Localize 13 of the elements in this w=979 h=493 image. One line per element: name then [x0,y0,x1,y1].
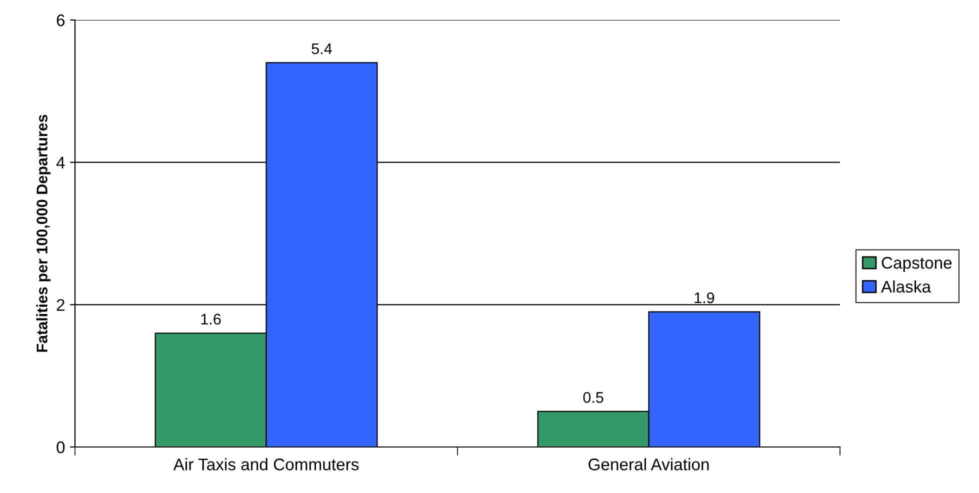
y-tick-label: 2 [56,299,64,311]
data-label: 1.6 [201,314,221,325]
legend-label: Capstone [882,256,952,272]
legend-label: Alaska [881,280,932,293]
data-label: 1.9 [694,292,714,304]
y-tick-label: 6 [56,14,65,26]
y-tick-label: 4 [56,156,65,168]
x-tick-label: Air Taxis and Commuters [173,458,359,470]
data-label: 5.4 [312,43,332,54]
y-tick-label: 0 [56,441,65,454]
data-label: 0.5 [583,392,604,403]
y-axis-title: Fatalities per 100,000 Departures [36,114,50,352]
x-tick-label: General Aviation [588,458,709,470]
